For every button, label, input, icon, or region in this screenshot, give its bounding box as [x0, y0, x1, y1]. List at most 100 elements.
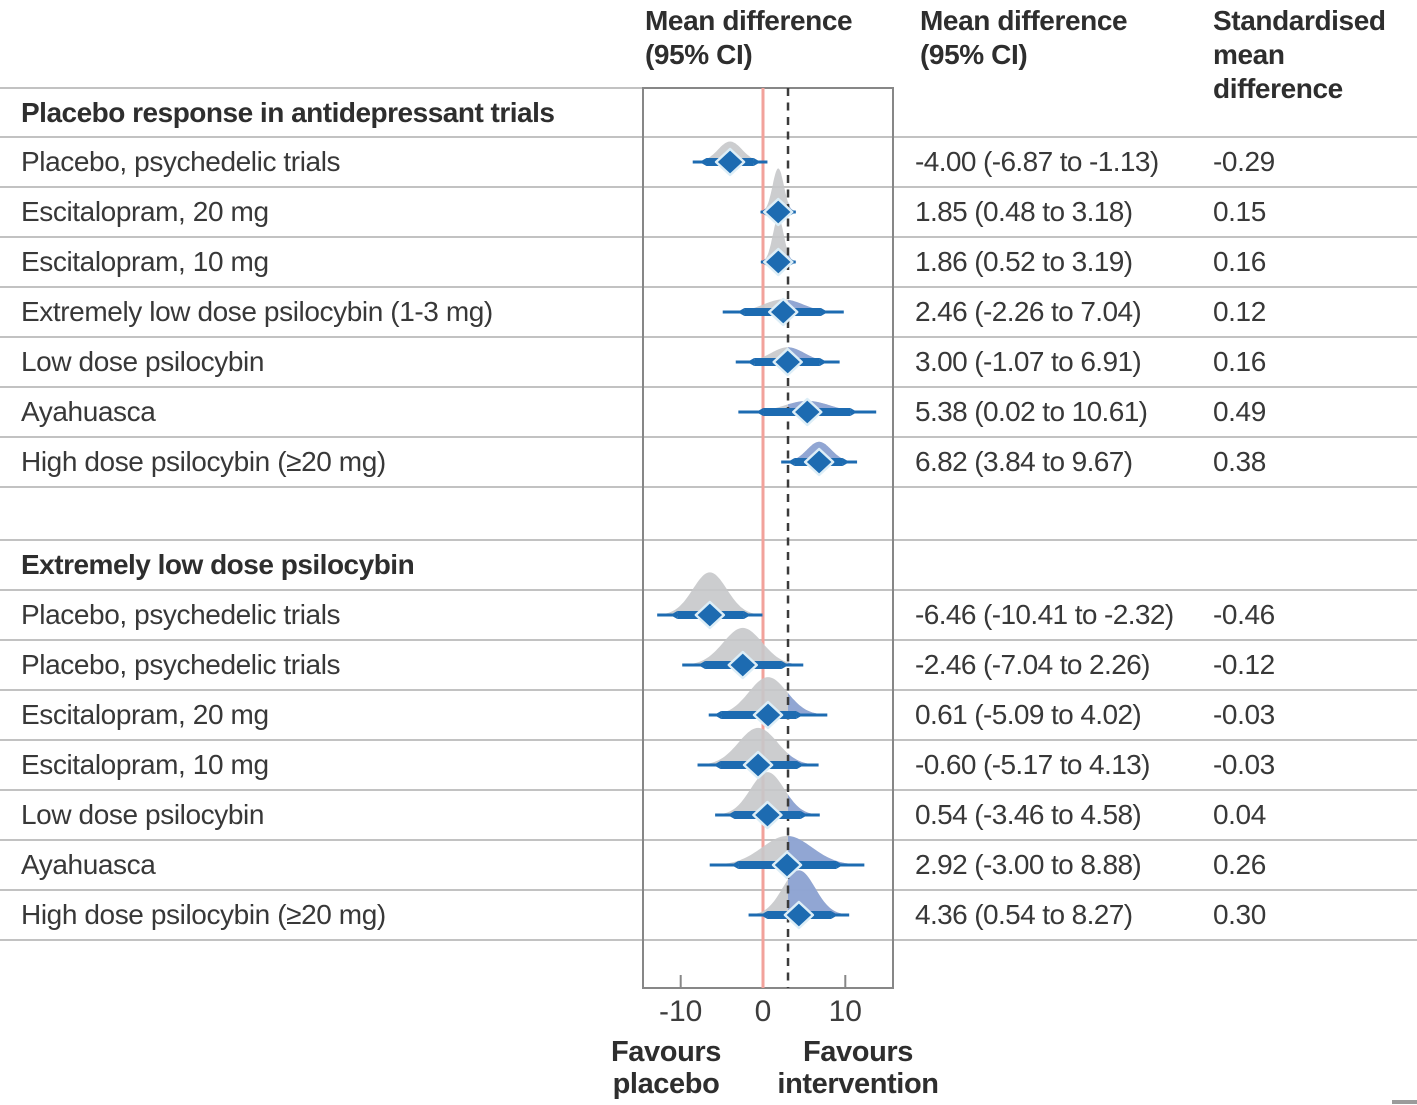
column-header-smd: Standardised mean difference	[1213, 4, 1386, 106]
ci-bar-left-tip	[747, 358, 755, 366]
row-ci-value: 2.92 (-3.00 to 8.88)	[915, 849, 1142, 880]
ci-bar-left-tip	[756, 408, 764, 416]
favours-intervention-line2: intervention	[777, 1068, 939, 1100]
favours-intervention-line1: Favours	[802, 1036, 914, 1068]
column-header-values-line1: Mean difference	[920, 5, 1128, 36]
row-smd-value: 0.49	[1213, 396, 1266, 427]
row-treatment-label: Escitalopram, 10 mg	[21, 749, 269, 780]
density-curve-blue	[788, 693, 828, 715]
estimate-marker	[709, 850, 865, 880]
row-ci-value: 5.38 (0.02 to 10.61)	[915, 396, 1148, 427]
ci-bar-right-tip	[781, 661, 789, 669]
estimate-marker	[735, 347, 840, 377]
mean-diamond	[792, 397, 823, 427]
row-smd-value: 0.26	[1213, 849, 1266, 880]
row-smd-value: 0.16	[1213, 246, 1266, 277]
section-header-label: Placebo response in antidepressant trial…	[21, 96, 555, 128]
column-header-smd-line2: mean	[1213, 39, 1285, 70]
mean-diamond	[727, 650, 759, 680]
column-header-plot-line1: Mean difference	[645, 5, 853, 36]
ci-bar-left-tip	[714, 711, 722, 719]
estimate-marker	[759, 197, 797, 227]
row-treatment-label: Extremely low dose psilocybin (1-3 mg)	[21, 296, 493, 327]
ci-bar-left-tip	[760, 911, 768, 919]
row-smd-value: -0.03	[1213, 749, 1275, 780]
row-ci-value: 4.36 (0.54 to 8.27)	[915, 899, 1133, 930]
ci-bar-right-tip	[820, 308, 828, 316]
ci-bar-right-tip	[831, 911, 839, 919]
row-treatment-label: Low dose psilocybin	[21, 799, 264, 830]
row-smd-value: 0.30	[1213, 899, 1266, 930]
mean-diamond	[752, 700, 784, 730]
estimate-marker	[682, 650, 804, 680]
row-treatment-label: Low dose psilocybin	[21, 346, 264, 377]
ci-bar-right-tip	[819, 358, 827, 366]
estimate-marker	[722, 297, 844, 327]
row-smd-value: 0.12	[1213, 296, 1266, 327]
column-header-smd-line1: Standardised	[1213, 5, 1386, 36]
density-curve-blue	[788, 794, 820, 815]
ci-bar-left-tip	[731, 861, 739, 869]
row-treatment-label: Placebo, psychedelic trials	[21, 649, 341, 680]
ci-bar-right-tip	[796, 761, 804, 769]
mean-diamond	[742, 750, 774, 780]
crop-artifact-mark	[1392, 1100, 1417, 1104]
column-header-plot: Mean difference (95% CI)	[645, 4, 853, 72]
row-ci-value: 0.54 (-3.46 to 4.58)	[915, 799, 1142, 830]
favours-placebo-line1: Favours	[610, 1036, 722, 1068]
section-header-label: Extremely low dose psilocybin	[21, 549, 415, 580]
row-ci-value: 0.61 (-5.09 to 4.02)	[915, 699, 1142, 730]
mean-diamond	[694, 600, 726, 630]
density-curve-blue	[788, 836, 865, 865]
row-smd-value: -0.29	[1213, 146, 1275, 177]
mean-diamond	[763, 247, 794, 277]
column-header-values-line2: (95% CI)	[920, 39, 1028, 70]
mean-diamond	[783, 900, 815, 930]
favours-placebo-line2: placebo	[612, 1068, 720, 1100]
row-ci-value: -0.60 (-5.17 to 4.13)	[915, 749, 1150, 780]
mean-diamond	[772, 347, 803, 377]
ci-bar-left-tip	[787, 458, 795, 466]
row-treatment-label: Ayahuasca	[21, 396, 156, 427]
row-smd-value: 0.38	[1213, 446, 1266, 477]
mean-diamond	[762, 197, 794, 227]
row-treatment-label: High dose psilocybin (≥20 mg)	[21, 446, 386, 477]
estimate-marker	[748, 900, 850, 930]
favours-intervention-label: Favours intervention	[777, 1036, 939, 1100]
row-smd-value: -0.12	[1213, 649, 1275, 680]
row-ci-value: 1.85 (0.48 to 3.18)	[915, 196, 1133, 227]
ci-bar-right-tip	[850, 408, 858, 416]
x-tick-label: 0	[754, 995, 772, 1028]
ci-bar-right-tip	[796, 711, 804, 719]
estimate-marker	[697, 750, 819, 780]
row-ci-value: -4.00 (-6.87 to -1.13)	[915, 146, 1159, 177]
row-ci-value: -2.46 (-7.04 to 2.26)	[915, 649, 1150, 680]
row-smd-value: -0.46	[1213, 599, 1275, 630]
estimate-marker	[657, 600, 763, 630]
density-curve-gray	[657, 572, 763, 615]
estimate-marker	[692, 147, 768, 177]
mean-diamond	[771, 850, 803, 880]
estimate-marker	[781, 447, 858, 477]
mean-diamond	[803, 447, 835, 477]
ci-bar-right-tip	[836, 861, 844, 869]
estimate-marker	[760, 247, 797, 277]
ci-bar-left-tip	[670, 611, 678, 619]
column-header-values: Mean difference (95% CI)	[920, 4, 1128, 72]
column-header-plot-line2: (95% CI)	[645, 39, 753, 70]
row-treatment-label: Placebo, psychedelic trials	[21, 146, 341, 177]
mean-diamond	[714, 147, 746, 177]
row-treatment-label: Ayahuasca	[21, 849, 156, 880]
row-smd-value: 0.15	[1213, 196, 1266, 227]
row-treatment-label: Placebo, psychedelic trials	[21, 599, 341, 630]
ci-bar-left-tip	[699, 158, 707, 166]
row-ci-value: 2.46 (-2.26 to 7.04)	[915, 296, 1142, 327]
density-curve-gray	[682, 627, 804, 665]
ci-bar-left-tip	[737, 308, 745, 316]
row-treatment-label: Escitalopram, 10 mg	[21, 246, 269, 277]
ci-bar-right-tip	[753, 158, 761, 166]
ci-bar-left-tip	[727, 811, 735, 819]
column-header-smd-line3: difference	[1213, 73, 1343, 104]
x-tick-label: 10	[828, 995, 862, 1028]
